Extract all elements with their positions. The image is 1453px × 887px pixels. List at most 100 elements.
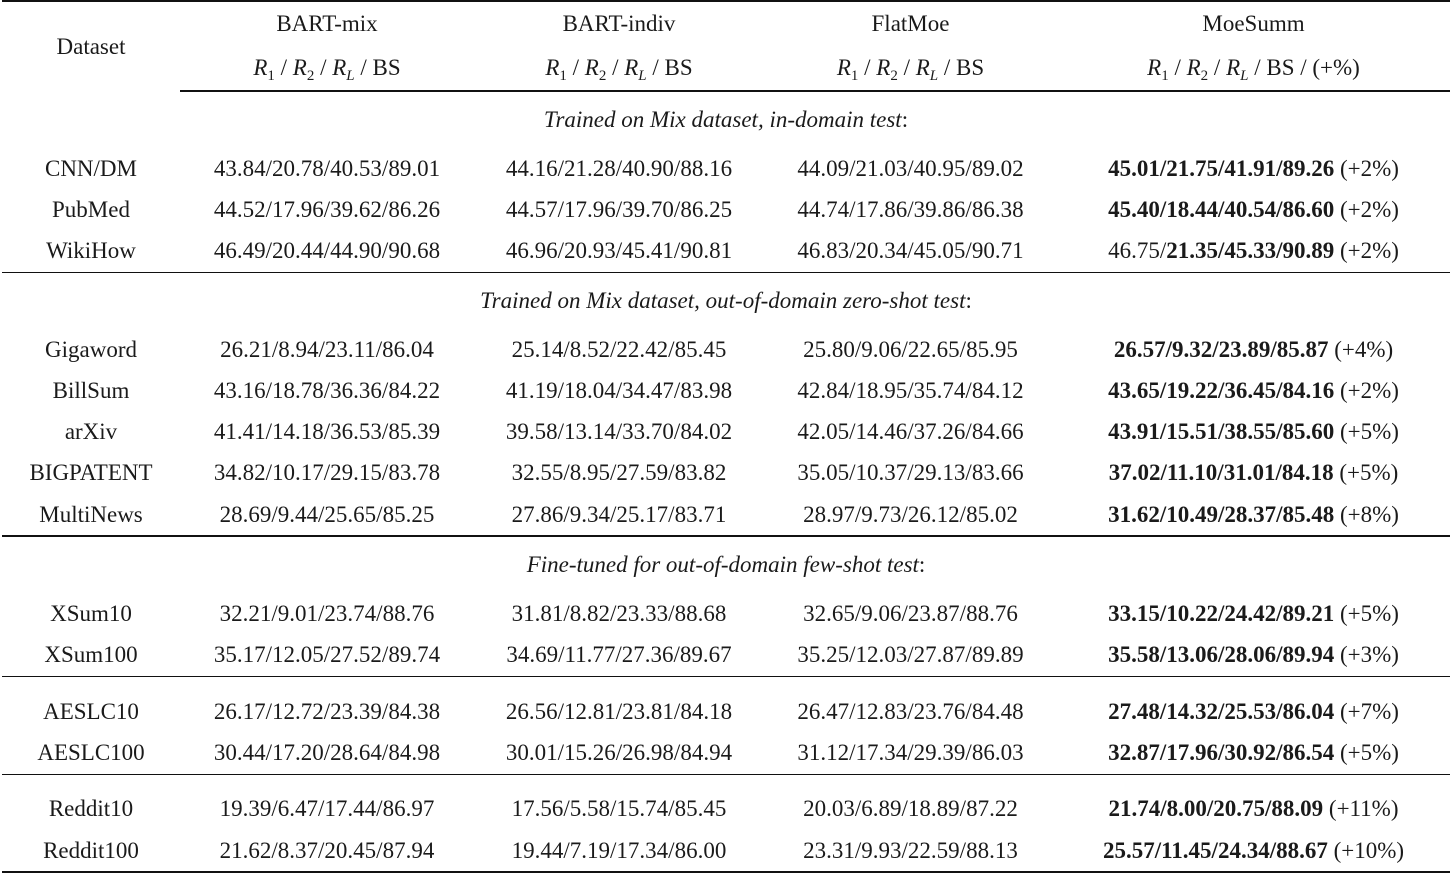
flatmoe-cell: 44.74/17.86/39.86/86.38: [797, 196, 1024, 222]
metric-symbol: R: [876, 55, 891, 80]
moesumm-best-value: 45.01/21.75/41.91/89.26: [1108, 155, 1335, 181]
moesumm-cell: 45.01/21.75/41.91/89.26 (+2%): [1057, 148, 1450, 189]
table-row: AESLC10 26.17/12.72/23.39/84.38 26.56/12.8…: [2, 691, 1450, 732]
moesumm-cell: 26.57/9.32/23.89/85.87 (+4%): [1057, 329, 1450, 370]
metric-subscript: 2: [598, 68, 607, 84]
metric-symbol: R: [624, 55, 639, 80]
metric-symbol: R: [253, 55, 268, 80]
bart-indiv-cell: 46.96/20.93/45.41/90.81: [505, 238, 733, 264]
moesumm-best-value: 43.65/19.22/36.45/84.16: [1108, 377, 1335, 403]
group-title-colon: :: [965, 287, 972, 313]
group-header-row: Fine-tuned for out-of-domain few-shot te…: [2, 535, 1450, 594]
metric-separator: /: [1208, 55, 1227, 80]
group-header-row: Trained on Mix dataset, in-domain test:: [2, 91, 1450, 148]
group-title: Trained on Mix dataset, out-of-domain ze…: [2, 271, 1450, 329]
table-row: BIGPATENT 34.82/10.17/29.15/83.78 32.55/8.…: [2, 453, 1450, 494]
moesumm-gain: (+10%): [1327, 837, 1405, 863]
dataset-cell: CNN/DM: [44, 155, 137, 181]
metric-subscript: L: [929, 68, 939, 84]
metric-bs: BS: [664, 55, 693, 80]
table-row: PubMed 44.52/17.96/39.62/86.26 44.57/17.96…: [2, 189, 1450, 230]
dataset-cell: XSum100: [44, 642, 138, 668]
metric-gain-suffix: / (+%): [1294, 55, 1360, 80]
metric-subscript: L: [638, 68, 647, 84]
table-row: Gigaword 26.21/8.94/23.11/86.04 25.14/8.52…: [2, 329, 1450, 370]
moesumm-gain: (+5%): [1333, 460, 1399, 486]
metric-bs: BS: [956, 55, 985, 80]
moesumm-best-value: 35.58/13.06/28.06/89.94: [1108, 642, 1335, 668]
moesumm-best-value: 25.57/11.45/24.34/88.67: [1102, 837, 1328, 863]
metric-separator: /: [938, 55, 957, 80]
group-title-colon: :: [901, 107, 909, 132]
bart-indiv-cell: 39.58/13.14/33.70/84.02: [505, 419, 733, 445]
metric-header: R1 / R2 / RL / BS: [764, 46, 1057, 92]
group-separator: [2, 675, 1450, 691]
moesumm-cell: 33.15/10.22/24.42/89.21 (+5%): [1057, 593, 1450, 634]
bart-mix-cell: 26.21/8.94/23.11/86.04: [220, 336, 434, 362]
moesumm-cell: 46.75/21.35/45.33/90.89 (+2%): [1057, 231, 1450, 273]
metric-separator: /: [897, 55, 916, 80]
group-title: Fine-tuned for out-of-domain few-shot te…: [2, 535, 1450, 594]
metric-symbol: R: [836, 55, 851, 80]
metric-separator: /: [274, 55, 293, 80]
moesumm-cell: 32.87/17.96/30.92/86.54 (+5%): [1057, 732, 1450, 774]
moesumm-gain: (+4%): [1328, 336, 1394, 362]
separator-cell: [2, 773, 1450, 789]
dataset-cell: WikiHow: [46, 238, 136, 264]
metric-separator: /: [858, 55, 877, 80]
model-header-flatmoe: FlatMoe: [764, 0, 1057, 46]
flatmoe-cell: 20.03/6.89/18.89/87.22: [803, 796, 1018, 822]
table-row: AESLC100 30.44/17.20/28.64/84.98 30.01/15.…: [2, 732, 1450, 774]
bart-indiv-cell: 31.81/8.82/23.33/88.68: [511, 601, 727, 627]
moesumm-gain: (+8%): [1334, 501, 1399, 527]
metric-subscript: 2: [306, 68, 315, 84]
flatmoe-cell: 32.65/9.06/23.87/88.76: [803, 601, 1018, 627]
dataset-cell: AESLC10: [43, 698, 139, 724]
metric-separator: /: [566, 55, 585, 80]
bart-indiv-cell: 17.56/5.58/15.74/85.45: [511, 796, 727, 822]
table-row: Reddit10 19.39/6.47/17.44/86.97 17.56/5.58…: [2, 789, 1450, 830]
moesumm-best-value: 32.87/17.96/30.92/86.54: [1108, 739, 1335, 765]
metric-subscript: L: [346, 68, 355, 84]
metric-subscript: 1: [1161, 68, 1169, 84]
moesumm-gain: (+5%): [1334, 739, 1399, 765]
group-title-colon: :: [918, 552, 926, 578]
bart-mix-cell: 46.49/20.44/44.90/90.68: [213, 238, 441, 264]
bart-indiv-cell: 41.19/18.04/34.47/83.98: [505, 377, 733, 403]
table-header: Dataset BART-mix BART-indiv FlatMoe MoeS…: [2, 0, 1450, 92]
moesumm-gain: (+2%): [1334, 377, 1399, 403]
flatmoe-cell: 44.09/21.03/40.95/89.02: [797, 155, 1024, 181]
metric-subscript: 1: [559, 68, 567, 84]
bart-indiv-cell: 19.44/7.19/17.34/86.00: [474, 829, 764, 874]
group-title-text: Trained on Mix dataset, in-domain test: [543, 107, 902, 132]
metric-symbol: R: [584, 55, 599, 80]
group-separator: [2, 773, 1450, 789]
table-row: Reddit100 21.62/8.37/20.45/87.94 19.44/7.1…: [2, 829, 1450, 874]
table-body: Trained on Mix dataset, in-domain test: C…: [2, 91, 1450, 874]
group-title-text: Trained on Mix dataset, out-of-domain ze…: [480, 287, 966, 313]
table-row: BillSum 43.16/18.78/36.36/84.22 41.19/18.0…: [2, 370, 1450, 411]
moesumm-best-value: 26.57/9.32/23.89/85.87: [1113, 336, 1329, 362]
metric-subscript: 1: [267, 68, 275, 84]
metric-subscript: L: [1240, 68, 1249, 84]
moesumm-best-value: 45.40/18.44/40.54/86.60: [1108, 196, 1335, 222]
metric-header: R1 / R2 / RL / BS / (+%): [1057, 46, 1450, 92]
moesumm-best-value: 27.48/14.32/25.53/86.04: [1108, 698, 1335, 724]
dataset-cell: AESLC100: [37, 739, 145, 765]
dataset-cell: XSum10: [50, 601, 132, 627]
moesumm-cell: 25.57/11.45/24.34/88.67 (+10%): [1057, 829, 1450, 874]
bart-mix-cell: 35.17/12.05/27.52/89.74: [213, 642, 441, 668]
bart-mix-cell: 32.21/9.01/23.74/88.76: [219, 601, 435, 627]
bart-indiv-cell: 44.16/21.28/40.90/88.16: [505, 155, 733, 181]
bart-indiv-cell: 34.69/11.77/27.36/89.67: [506, 642, 732, 668]
header-row-models: Dataset BART-mix BART-indiv FlatMoe MoeS…: [2, 0, 1450, 91]
moesumm-gain: (+7%): [1334, 698, 1399, 724]
moesumm-best-value: 31.62/10.49/28.37/85.48: [1108, 501, 1335, 527]
moesumm-best-value: 21.35/45.33/90.89: [1166, 238, 1335, 264]
moesumm-gain: (+5%): [1334, 419, 1399, 445]
bart-mix-cell: 30.44/17.20/28.64/84.98: [213, 739, 441, 765]
bart-mix-cell: 19.39/6.47/17.44/86.97: [219, 796, 435, 822]
bart-mix-cell: 21.62/8.37/20.45/87.94: [180, 829, 474, 874]
moesumm-cell: 31.62/10.49/28.37/85.48 (+8%): [1057, 494, 1450, 536]
